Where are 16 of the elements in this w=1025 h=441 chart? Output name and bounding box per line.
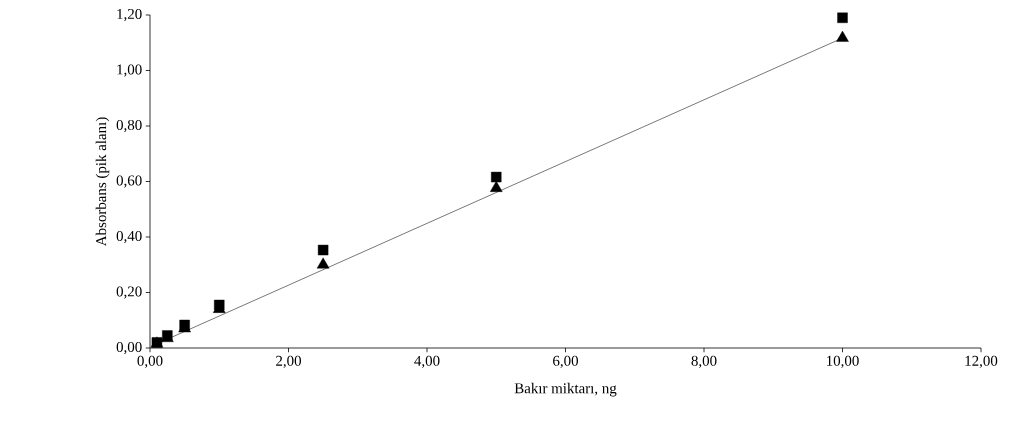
- y-tick-label: 0,00: [116, 341, 142, 355]
- x-tick-label: 12,00: [965, 355, 998, 369]
- y-tick-label: 1,00: [117, 64, 142, 77]
- y-tick-label: 0,40: [116, 230, 142, 244]
- y-tick-label: 1,20: [117, 8, 142, 22]
- x-tick-label: 6,00: [553, 355, 579, 369]
- x-tick-label: 2,00: [276, 355, 302, 369]
- x-tick-label: 0,00: [137, 355, 163, 369]
- y-tick-label: 0,80: [116, 119, 142, 133]
- x-tick-label: 8,00: [691, 355, 717, 369]
- y-tick-label: 0,20: [116, 286, 142, 299]
- x-tick-label: 4,00: [414, 355, 440, 369]
- y-axis-title: Absorbans (pik alanı): [95, 117, 110, 247]
- x-axis-title: Bakır miktarı, ng: [514, 382, 617, 397]
- x-tick-label: 10,00: [827, 355, 859, 369]
- y-tick-label: 0,60: [116, 175, 142, 188]
